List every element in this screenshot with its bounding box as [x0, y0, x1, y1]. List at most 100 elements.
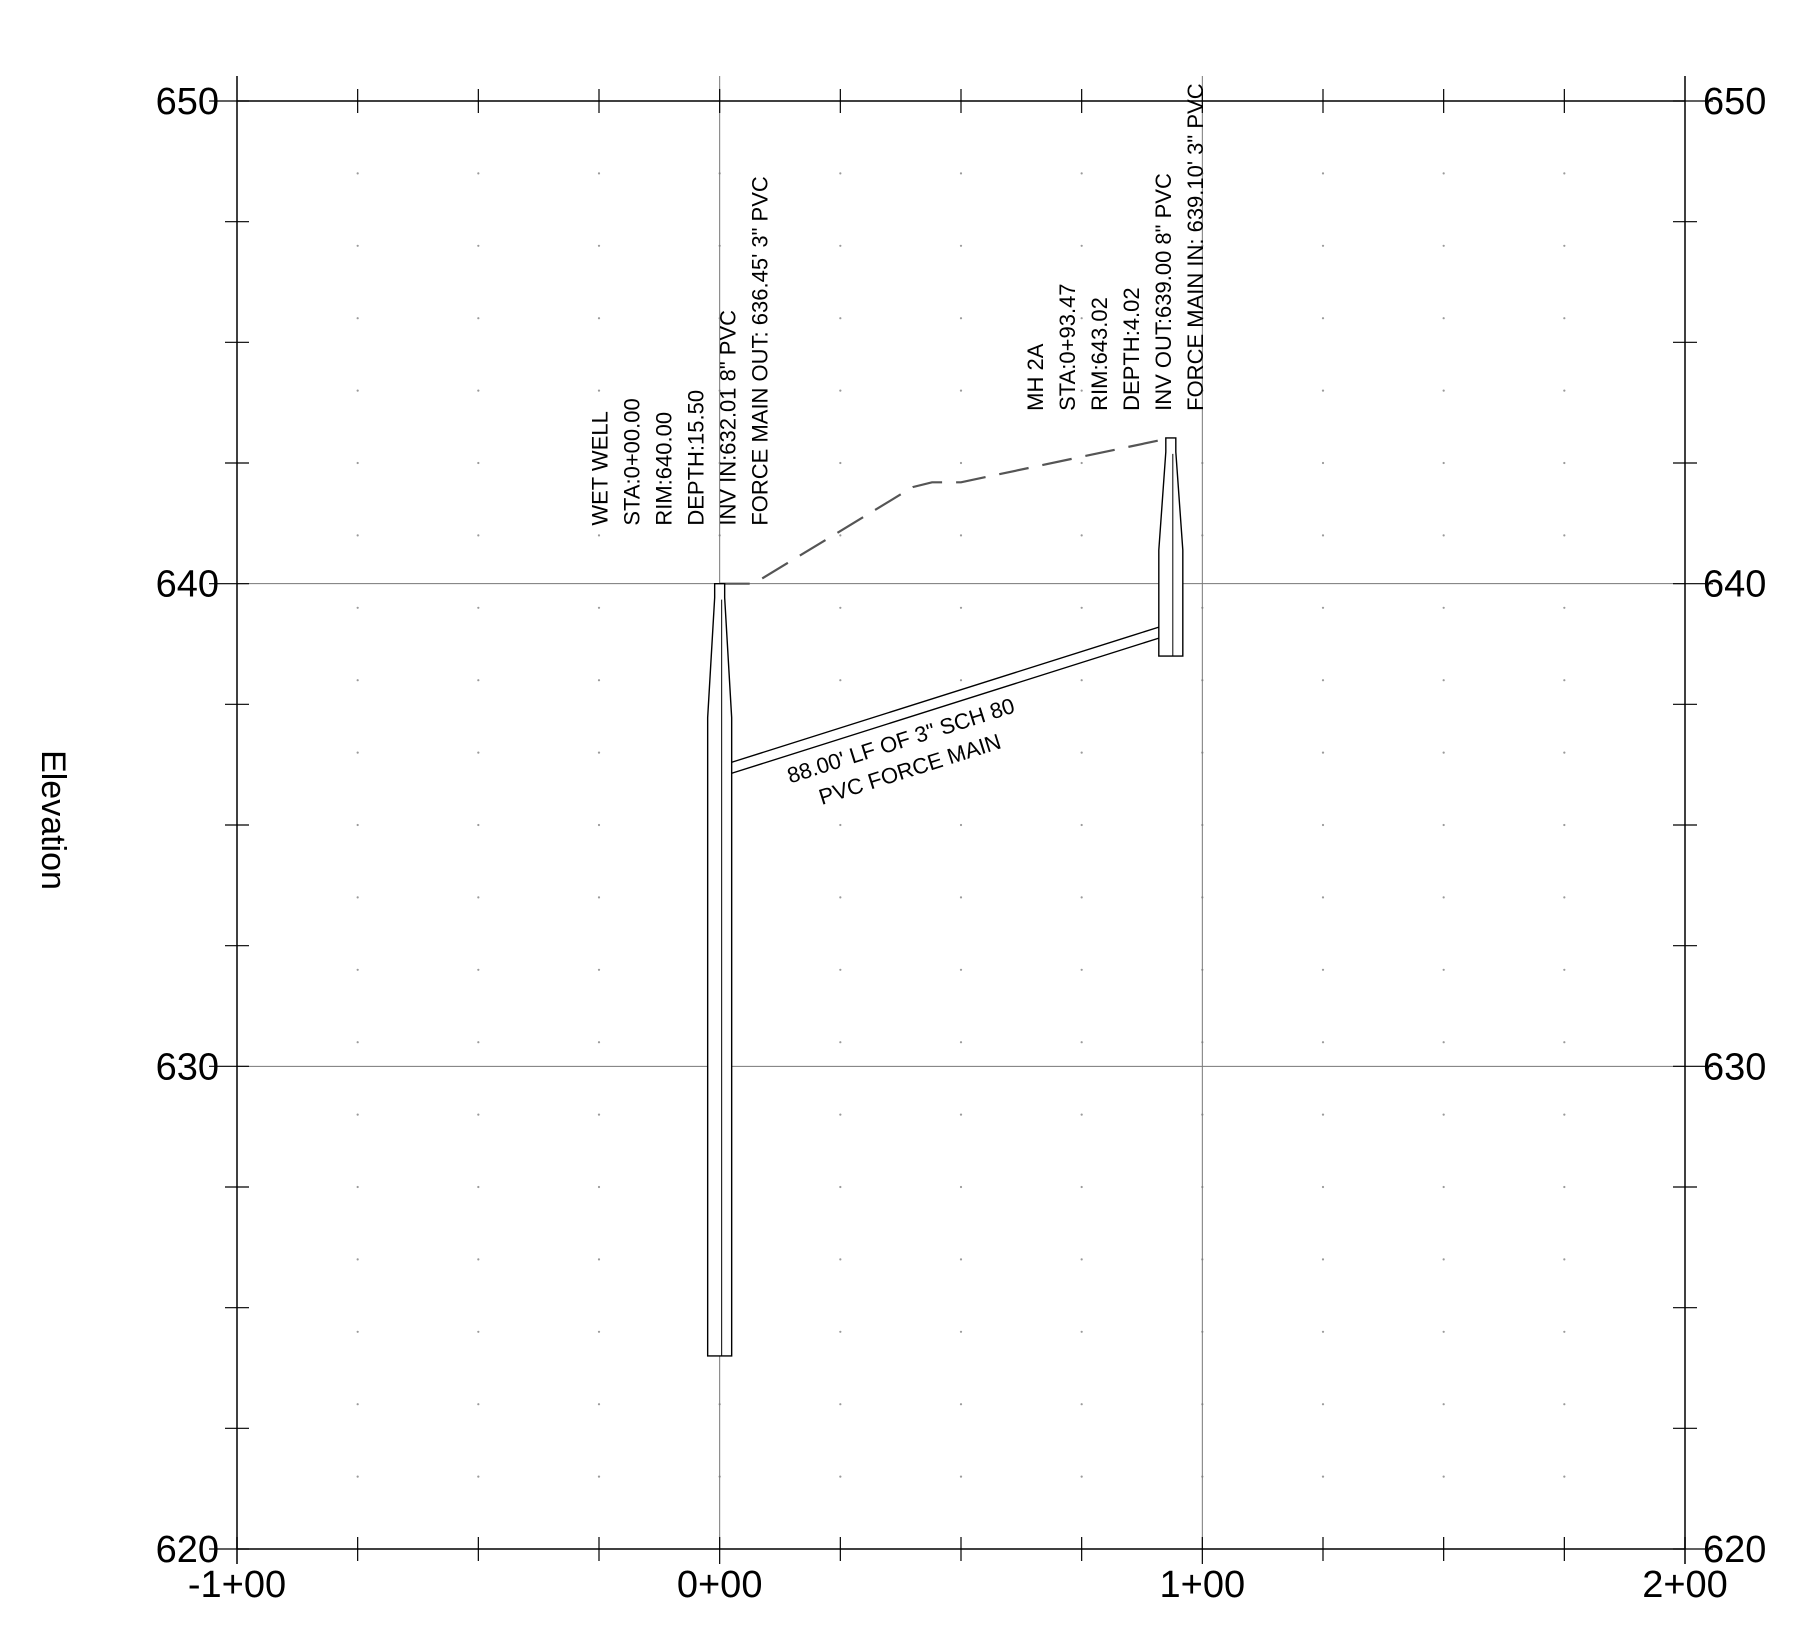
grid-dot	[477, 1041, 480, 1044]
grid-dot	[356, 679, 359, 682]
grid-dot	[839, 172, 842, 175]
grid-dot	[1442, 1258, 1445, 1261]
grid-dot	[1321, 389, 1325, 392]
grid-dot	[1563, 751, 1566, 754]
grid-dot	[1563, 1185, 1566, 1189]
y-axis-title: Elevation	[34, 750, 72, 890]
grid-dot	[839, 461, 842, 465]
grid-dot	[1321, 1403, 1325, 1406]
grid-dot	[1442, 823, 1445, 827]
grid-dot	[477, 606, 480, 609]
grid-dot	[1442, 1185, 1445, 1189]
grid-dot	[356, 1258, 359, 1261]
grid-dot	[477, 1330, 480, 1333]
grid-dot	[597, 172, 601, 175]
grid-dot	[1321, 896, 1325, 899]
structure-label-line: FORCE MAIN OUT: 636.45' 3" PVC	[748, 176, 773, 526]
grid-dot	[477, 751, 480, 754]
structure-label-line: DEPTH:15.50	[684, 390, 709, 526]
grid-dot	[1442, 389, 1445, 392]
grid-dot	[959, 968, 963, 971]
plot-frame	[236, 76, 1686, 1550]
grid-dot	[959, 461, 963, 465]
grid-dot	[1321, 244, 1325, 247]
grid-dot	[356, 823, 359, 827]
grid-dot	[1321, 679, 1325, 682]
grid-dot	[959, 1475, 963, 1478]
grid-dot	[1080, 1403, 1083, 1406]
grid-dot	[597, 534, 601, 537]
grid-dot	[356, 461, 359, 465]
structure-label-line: INV OUT:639.00 8" PVC	[1151, 173, 1176, 411]
structure-label-line: RIM:640.00	[652, 412, 677, 526]
grid-dot	[959, 172, 963, 175]
grid-dot	[356, 751, 359, 754]
grid-dot	[1563, 679, 1566, 682]
structure-label-line: INV IN:632.01 8" PVC	[716, 310, 741, 526]
grid-dot	[356, 534, 359, 537]
grid-dot	[1442, 1403, 1445, 1406]
y-tick-label-right: 630	[1703, 1046, 1766, 1088]
grid-dot	[839, 1041, 842, 1044]
grid-dot	[597, 389, 601, 392]
grid-dot	[356, 896, 359, 899]
grid-dot	[959, 1113, 963, 1116]
grid-dot	[1080, 172, 1083, 175]
ground-profile-line	[719, 436, 1172, 585]
y-tick-label-right: 620	[1703, 1529, 1766, 1571]
grid-dot	[839, 244, 842, 247]
grid-dot	[959, 1258, 963, 1261]
grid-dot	[597, 1330, 601, 1333]
grid-dot	[1563, 461, 1566, 465]
grid-dot	[477, 244, 480, 247]
grid-dot	[959, 1185, 963, 1189]
grid-dot	[839, 534, 842, 537]
grid-dot	[597, 679, 601, 682]
grid-dot	[1080, 534, 1083, 537]
grid-dot	[477, 1475, 480, 1478]
x-tick-label: 2+00	[1642, 1564, 1728, 1606]
grid-dot	[477, 317, 480, 320]
grid-dot	[1080, 461, 1083, 465]
structure-label-line: RIM:643.02	[1087, 297, 1112, 411]
grid-dot	[1321, 1185, 1325, 1189]
grid-dot	[477, 534, 480, 537]
x-tick-label: 0+00	[677, 1564, 763, 1606]
mh-2a-annotation: MH 2A STA:0+93.47 RIM:643.02 DEPTH:4.02 INV …	[1023, 83, 1208, 411]
y-tick-label-right: 650	[1703, 81, 1766, 123]
grid-dot	[1563, 1403, 1566, 1406]
grid-dot	[839, 389, 842, 392]
grid-dot	[959, 317, 963, 320]
grid-dot	[597, 751, 601, 754]
grid-dot	[839, 1185, 842, 1189]
grid-dot	[477, 896, 480, 899]
grid-dot	[477, 1185, 480, 1189]
grid-dot	[959, 389, 963, 392]
grid-dot	[597, 461, 601, 465]
grid-dot	[1080, 606, 1083, 609]
grid-dot	[1563, 968, 1566, 971]
grid-dot	[1080, 1475, 1083, 1478]
y-tick-label-left: 620	[156, 1529, 219, 1571]
existing-ground-line	[719, 436, 1172, 585]
grid-dot	[959, 1330, 963, 1333]
force-main-pipe	[731, 626, 1160, 774]
grid-dot	[839, 1113, 842, 1116]
grid-dot	[1080, 1330, 1083, 1333]
grid-dot	[477, 968, 480, 971]
grid-dot	[1563, 244, 1566, 247]
grid-dot	[1080, 244, 1083, 247]
grid-dot	[597, 896, 601, 899]
structure-label-line: STA:0+00.00	[620, 398, 645, 525]
grid-dot	[839, 317, 842, 320]
structures	[706, 437, 1184, 1357]
grid-dot	[1321, 317, 1325, 320]
grid-dot	[356, 317, 359, 320]
structure-label-line: FORCE MAIN IN: 639.10' 3" PVC	[1183, 83, 1208, 411]
x-tick-label: 1+00	[1160, 1564, 1246, 1606]
grid-dot	[1442, 172, 1445, 175]
grid-dot	[1442, 1041, 1445, 1044]
grid-dot	[1442, 1113, 1445, 1116]
